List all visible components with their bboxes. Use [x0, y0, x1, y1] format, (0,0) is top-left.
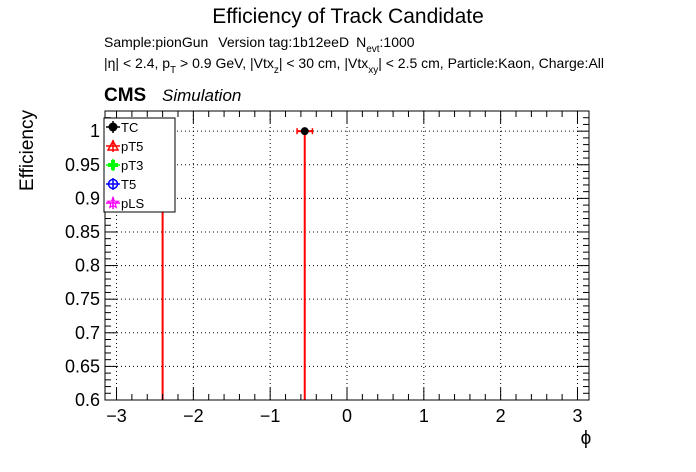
y-tick-label: 1 [90, 121, 100, 141]
subtitle-line-1: Sample:pionGun Version tag:1b12eeD Nevt:10… [104, 34, 415, 55]
data-point [300, 127, 309, 136]
x-tick-label: 2 [496, 406, 506, 426]
y-tick-label: 0.75 [65, 289, 100, 309]
pt-cut: > 0.9 GeV, |Vtx [176, 55, 274, 71]
x-tick-label: 0 [342, 406, 352, 426]
y-tick-label: 0.6 [75, 390, 100, 410]
legend-label: pLS [121, 196, 144, 211]
legend-label: T5 [121, 177, 136, 192]
version-label: Version tag:1b12eeD [218, 34, 349, 50]
legend-marker-circle [108, 122, 118, 132]
x-tick-label: 3 [572, 406, 582, 426]
vtxz-cut: | < 30 cm, |Vtx [279, 55, 368, 71]
simulation-label: Simulation [162, 86, 241, 105]
legend-label: TC [121, 120, 138, 135]
y-tick-label: 0.95 [65, 155, 100, 175]
y-tick-label: 0.85 [65, 222, 100, 242]
legend-label: pT3 [121, 158, 143, 173]
grid-lines [105, 111, 589, 401]
chart-title: Efficiency of Track Candidate [212, 5, 484, 28]
vtxxy-cut: | < 2.5 cm, Particle:Kaon, Charge:All [378, 55, 604, 71]
vtxz-subscript: z [274, 65, 279, 76]
y-tick-label: 0.8 [75, 256, 100, 276]
pt-subscript: T [170, 65, 176, 76]
x-tick-label: 1 [419, 406, 429, 426]
x-axis-label: ϕ [581, 428, 592, 449]
x-tick-label: −2 [183, 406, 204, 426]
cms-label: CMS [104, 85, 146, 106]
nevt-symbol: N [356, 34, 366, 50]
vtxxy-subscript: xy [368, 65, 378, 76]
y-tick-label: 0.7 [75, 323, 100, 343]
legend-marker-open-circle [107, 178, 119, 190]
sample-label: Sample:pionGun [104, 34, 208, 50]
legend-marker-star [106, 195, 120, 209]
y-tick-label: 0.9 [75, 188, 100, 208]
legend-marker-cross [108, 160, 118, 170]
nevt-value: :1000 [380, 34, 415, 50]
nevt-subscript: evt [366, 44, 380, 55]
legend-label: pT5 [121, 139, 143, 154]
y-axis-label: Efficiency [17, 110, 38, 191]
y-tick-label: 0.65 [65, 356, 100, 376]
x-tick-label: −1 [260, 406, 281, 426]
x-tick-label: −3 [106, 406, 127, 426]
eta-cut: |η| < 2.4, p [104, 55, 170, 71]
axes: −3 −2 −1 0 1 2 3 0.6 0.65 0.7 0.75 0.8 0.85 0.9 0.95 1 [65, 110, 590, 426]
legend-marker-triangle [106, 139, 120, 151]
legend: TC pT5 pT3 T5 pLS [103, 117, 176, 213]
subtitle-line-2: |η| < 2.4, pT > 0.9 GeV, |Vtxz| < 30 cm,… [104, 55, 604, 76]
data-marks [154, 127, 314, 400]
